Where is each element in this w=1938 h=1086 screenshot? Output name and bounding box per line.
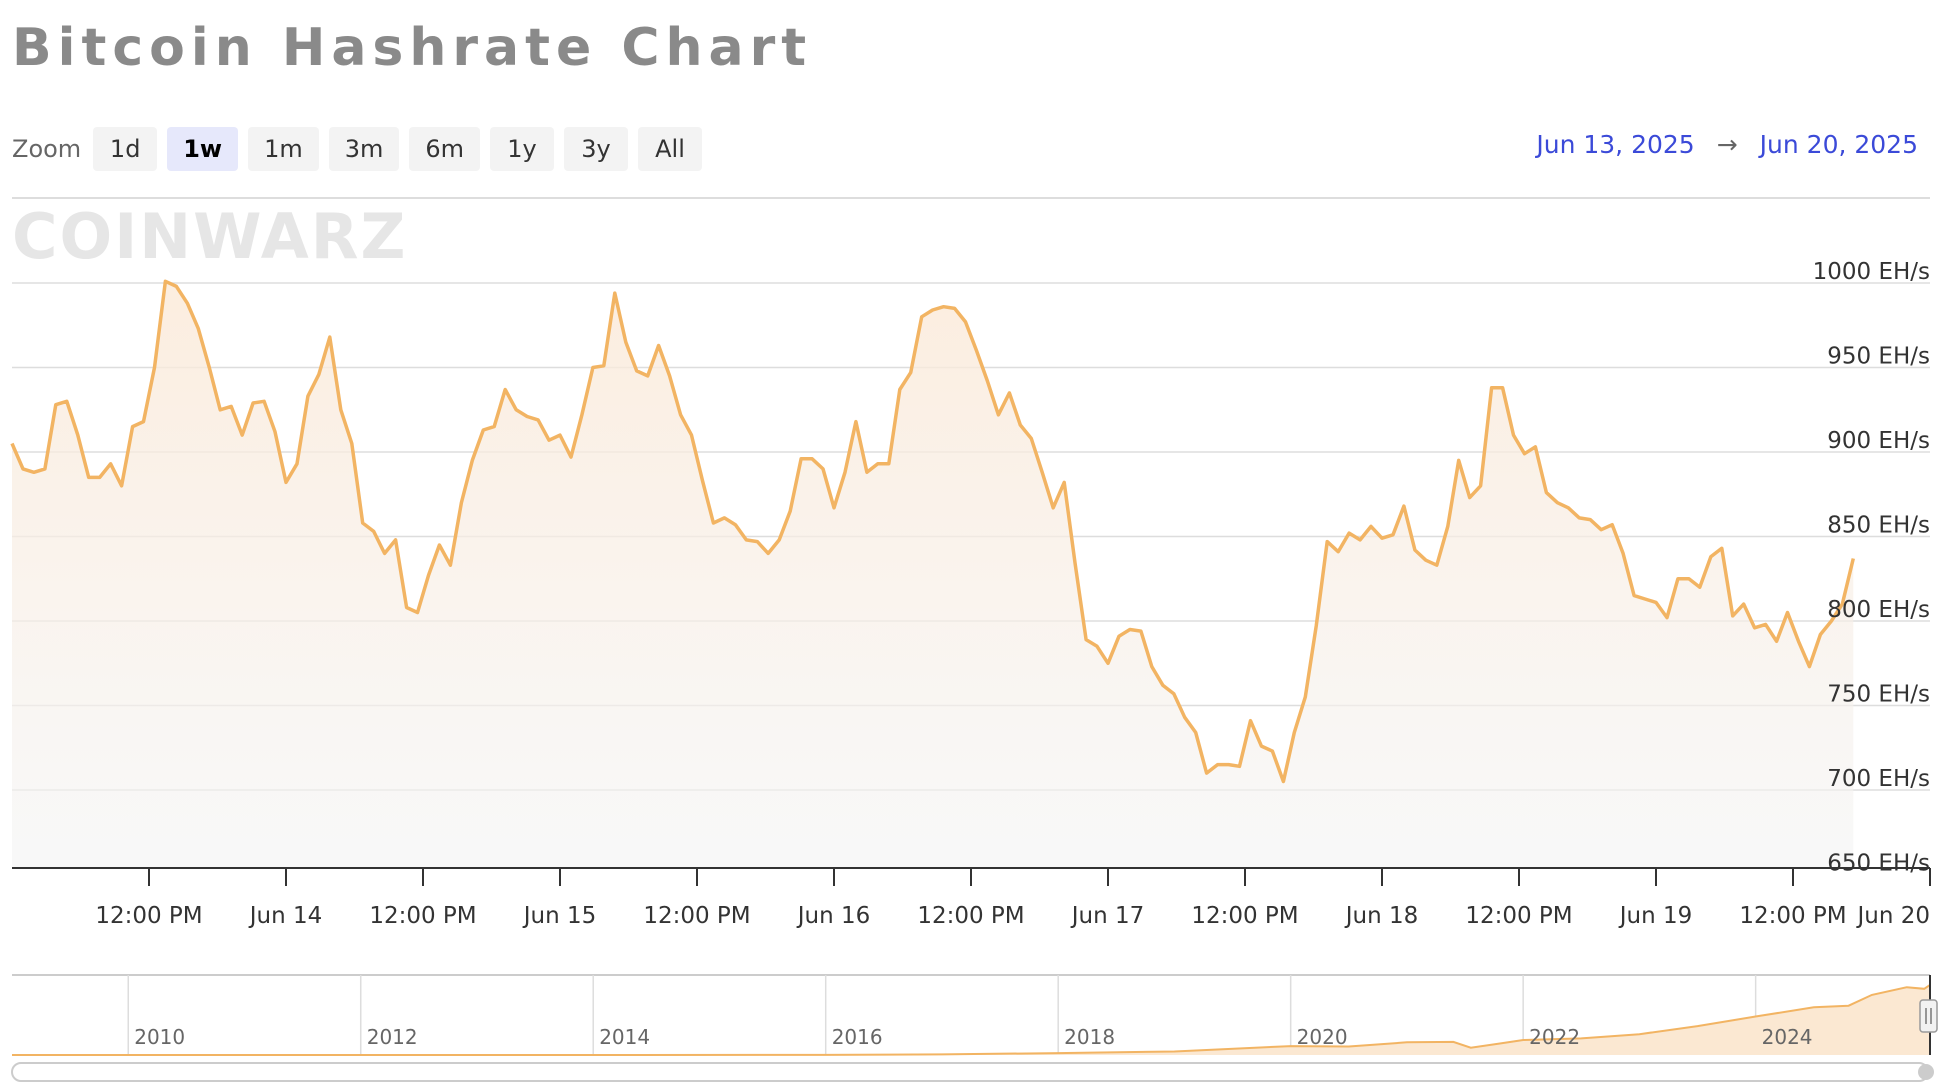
x-tick-label: 12:00 PM [643, 903, 750, 929]
zoom-3m-button[interactable]: 3m [328, 127, 400, 171]
zoom-3y-button[interactable]: 3y [564, 127, 629, 171]
x-tick-label: Jun 14 [248, 903, 323, 929]
x-tick-label: 12:00 PM [1465, 903, 1572, 929]
y-tick-label: 700 EH/s [1827, 766, 1930, 792]
navigator-year-label: 2020 [1297, 1025, 1348, 1049]
navigator-year-label: 2016 [832, 1025, 883, 1049]
y-tick-label: 850 EH/s [1827, 513, 1930, 539]
navigator-year-label: 2024 [1762, 1025, 1813, 1049]
navigator-year-label: 2014 [599, 1025, 650, 1049]
range-to-date[interactable]: Jun 20, 2025 [1759, 130, 1918, 159]
navigator-year-label: 2012 [367, 1025, 418, 1049]
x-tick-label: Jun 18 [1344, 903, 1419, 929]
navigator-year-labels: 2010 2012 2014 2016 2018 2020 2022 2024 [134, 1025, 1812, 1049]
x-tick-label: Jun 17 [1070, 903, 1145, 929]
x-axis-ticks: 12:00 PM Jun 14 12:00 PM Jun 15 12:00 PM Jun … [95, 868, 1931, 929]
x-tick-label: 12:00 PM [917, 903, 1024, 929]
navigator-handle[interactable] [1919, 999, 1938, 1033]
zoom-1w-button[interactable]: 1w [167, 127, 239, 171]
scrollbar-track[interactable] [11, 1062, 1929, 1082]
y-axis-labels: 650 EH/s 700 EH/s 750 EH/s 800 EH/s 850 EH/s… [1813, 259, 1930, 877]
range-from-date[interactable]: Jun 13, 2025 [1536, 130, 1695, 159]
zoom-6m-button[interactable]: 6m [409, 127, 481, 171]
hashrate-line [10, 279, 1856, 784]
navigator-year-label: 2018 [1064, 1025, 1115, 1049]
y-tick-label: 1000 EH/s [1813, 259, 1930, 285]
chart-title: Bitcoin Hashrate Chart [12, 18, 813, 78]
y-tick-label: 650 EH/s [1827, 851, 1930, 877]
y-tick-label: 750 EH/s [1827, 682, 1930, 708]
y-tick-label: 800 EH/s [1827, 597, 1930, 623]
x-tick-label: Jun 16 [796, 903, 871, 929]
x-tick-label: 12:00 PM [95, 903, 202, 929]
scrollbar-thumb[interactable] [1918, 1064, 1934, 1080]
arrow-right-icon: → [1716, 130, 1738, 159]
navigator-line [12, 984, 1931, 1056]
x-tick-label: Jun 19 [1618, 903, 1693, 929]
x-tick-label: Jun 15 [522, 903, 597, 929]
y-tick-label: 900 EH/s [1827, 428, 1930, 454]
x-tick-label: 12:00 PM [1739, 903, 1846, 929]
date-range: Jun 13, 2025 → Jun 20, 2025 [1536, 130, 1918, 159]
zoom-all-button[interactable]: All [638, 127, 703, 171]
navigator-year-label: 2022 [1529, 1025, 1580, 1049]
x-tick-label: Jun 20 [1855, 903, 1930, 929]
zoom-label: Zoom [12, 135, 82, 163]
navigator-year-label: 2010 [134, 1025, 185, 1049]
zoom-bar: Zoom 1d 1w 1m 3m 6m 1y 3y All [12, 127, 703, 171]
navigator[interactable]: 2010 2012 2014 2016 2018 2020 2022 2024 [12, 974, 1938, 1056]
navigator-area [12, 984, 1930, 1055]
zoom-1d-button[interactable]: 1d [93, 127, 158, 171]
coinwarz-watermark: COINWARZ [12, 200, 407, 273]
hashrate-area [12, 281, 1854, 868]
watermark-text: COINWARZ [12, 200, 407, 273]
zoom-1y-button[interactable]: 1y [490, 127, 555, 171]
zoom-1m-button[interactable]: 1m [248, 127, 319, 171]
y-tick-label: 950 EH/s [1827, 344, 1930, 370]
x-tick-label: 12:00 PM [369, 903, 476, 929]
x-tick-label: 12:00 PM [1191, 903, 1298, 929]
